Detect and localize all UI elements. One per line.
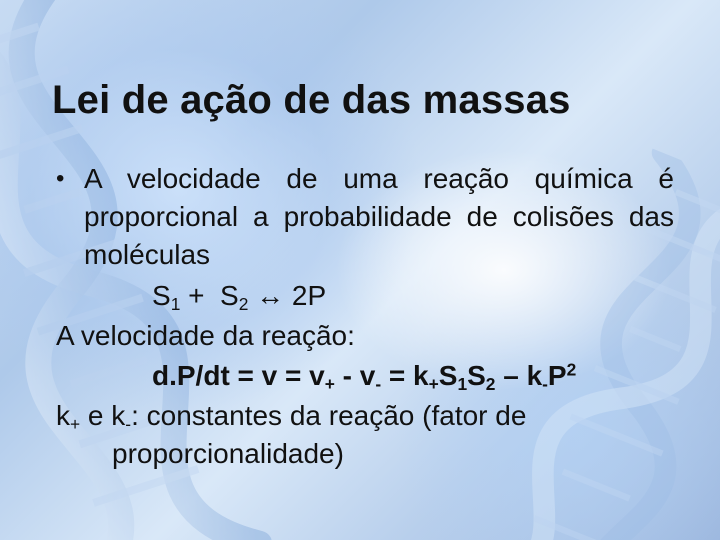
equation-reaction: S1 + S2 ↔ 2P bbox=[56, 277, 674, 315]
slide: Lei de ação de das massas • A velocidade… bbox=[0, 0, 720, 540]
bullet-text: A velocidade de uma reação química é pro… bbox=[84, 160, 674, 273]
line-velocity-label: A velocidade da reação: bbox=[56, 317, 674, 355]
equation-rate: d.P/dt = v = v+ - v- = k+S1S2 – k-P2 bbox=[56, 357, 674, 395]
line-constants-cont: proporcionalidade) bbox=[56, 435, 674, 473]
slide-body: • A velocidade de uma reação química é p… bbox=[56, 160, 674, 472]
bullet-dot: • bbox=[56, 160, 84, 197]
line-constants: k+ e k-: constantes da reação (fator de bbox=[56, 397, 674, 435]
slide-title: Lei de ação de das massas bbox=[52, 78, 680, 123]
bullet-item: • A velocidade de uma reação química é p… bbox=[56, 160, 674, 273]
